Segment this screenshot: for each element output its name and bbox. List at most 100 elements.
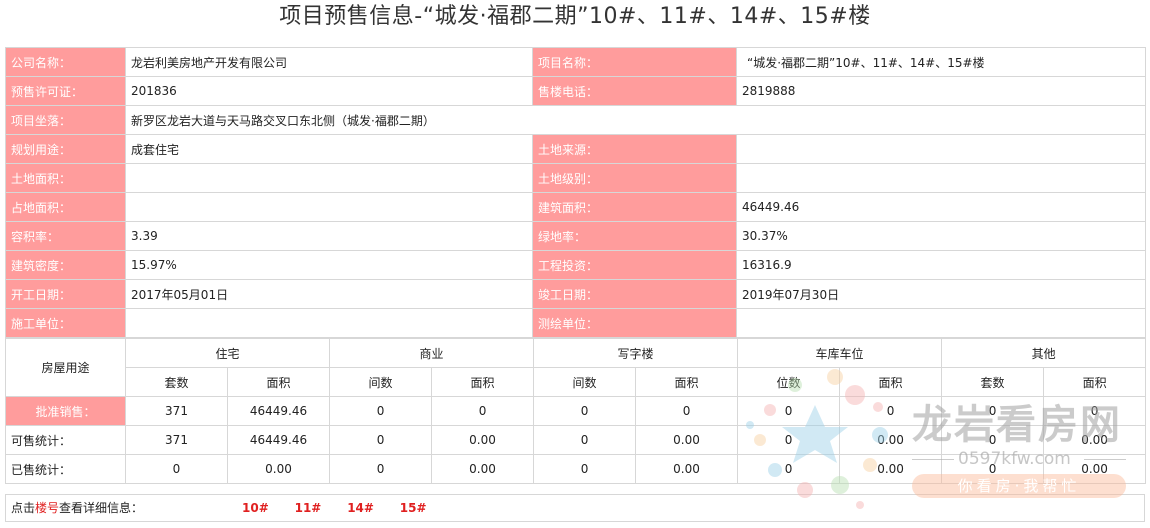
builder-value — [125, 308, 533, 338]
building-links: 10# 11# 14# 15# — [242, 495, 449, 521]
phone-label: 售楼电话： — [532, 76, 737, 106]
cell: 0 — [533, 425, 637, 455]
cell: 0 — [329, 425, 433, 455]
density-value: 15.97% — [125, 250, 533, 280]
subheader: 间数 — [329, 367, 433, 397]
occupied-area-value — [125, 192, 533, 222]
cell: 0.00 — [635, 454, 739, 484]
cell: 0.00 — [431, 454, 535, 484]
table-row: 已售统计： 0 0.00 0 0.00 0 0.00 0 0.00 0 0.00 — [5, 454, 1147, 484]
cell: 0.00 — [431, 425, 535, 455]
cell: 0.00 — [1043, 425, 1147, 455]
cell: 0 — [635, 396, 739, 426]
land-source-value — [736, 134, 1146, 164]
group-header-parking: 车库车位 — [737, 338, 943, 368]
start-date-label: 开工日期： — [5, 279, 126, 309]
project-label: 项目名称： — [532, 47, 737, 77]
project-info-table: 公司名称： 龙岩利美房地产开发有限公司 项目名称： “城发·福郡二期”10#、1… — [5, 47, 1146, 338]
land-level-value — [736, 163, 1146, 193]
permit-value: 201836 — [125, 76, 533, 106]
hint-prefix: 点击 — [11, 501, 36, 515]
subheader: 套数 — [125, 367, 228, 397]
subheader: 套数 — [941, 367, 1045, 397]
hint-highlight: 楼号 — [35, 501, 60, 515]
building-link-14[interactable]: 14# — [347, 501, 374, 515]
table-row: 容积率： 3.39 绿地率： 30.37% — [5, 221, 1146, 251]
use-value: 成套住宅 — [125, 134, 533, 164]
group-header-commercial: 商业 — [329, 338, 535, 368]
hint-suffix: 查看详细信息： — [59, 501, 144, 515]
table-row: 建筑密度： 15.97% 工程投资： 16316.9 — [5, 250, 1146, 280]
cell: 0 — [941, 454, 1045, 484]
table-row: 项目坐落： 新罗区龙岩大道与天马路交叉口东北侧（城发·福郡二期） — [5, 105, 1146, 135]
cell: 371 — [125, 425, 228, 455]
watermark-slogan: 你看房·我帮忙 — [912, 474, 1126, 498]
invest-value: 16316.9 — [736, 250, 1146, 280]
watermark-brand: 龙岩看房网 — [912, 402, 1122, 448]
green-label: 绿地率： — [532, 221, 737, 251]
cell: 46449.46 — [226, 425, 331, 455]
start-date-value: 2017年05月01日 — [125, 279, 533, 309]
invest-label: 工程投资： — [532, 250, 737, 280]
cell: 0 — [431, 396, 535, 426]
location-label: 项目坐落： — [5, 105, 126, 135]
table-row: 套数 面积 间数 面积 间数 面积 位数 面积 套数 面积 — [6, 367, 1147, 397]
subheader: 位数 — [737, 367, 841, 397]
company-label: 公司名称： — [5, 47, 126, 77]
land-area-label: 土地面积： — [5, 163, 126, 193]
building-link-11[interactable]: 11# — [294, 501, 322, 515]
location-value: 新罗区龙岩大道与天马路交叉口东北侧（城发·福郡二期） — [125, 105, 1146, 135]
approved-sales-label: 批准销售： — [5, 396, 126, 426]
far-value: 3.39 — [125, 221, 533, 251]
subheader: 面积 — [226, 367, 331, 397]
available-stats-label: 可售统计： — [5, 425, 126, 455]
use-label: 规划用途： — [5, 134, 126, 164]
subheader: 面积 — [635, 367, 739, 397]
cell: 0 — [533, 454, 637, 484]
green-value: 30.37% — [736, 221, 1146, 251]
cell: 0 — [737, 396, 841, 426]
cell: 0 — [533, 396, 637, 426]
building-link-10[interactable]: 10# — [242, 501, 269, 515]
subheader: 面积 — [431, 367, 535, 397]
builder-label: 施工单位： — [5, 308, 126, 338]
watermark-url: 0597kfw.com — [958, 449, 1071, 469]
table-row: 开工日期： 2017年05月01日 竣工日期： 2019年07月30日 — [5, 279, 1146, 309]
land-source-label: 土地来源： — [532, 134, 737, 164]
land-level-label: 土地级别： — [532, 163, 737, 193]
subheader: 面积 — [839, 367, 943, 397]
company-value: 龙岩利美房地产开发有限公司 — [125, 47, 533, 77]
finish-date-value: 2019年07月30日 — [736, 279, 1146, 309]
table-row: 房屋用途 住宅 商业 写字楼 车库车位 其他 — [5, 338, 1147, 397]
group-header-other: 其他 — [941, 338, 1147, 368]
permit-label: 预售许可证： — [5, 76, 126, 106]
density-label: 建筑密度： — [5, 250, 126, 280]
survey-label: 测绘单位： — [532, 308, 737, 338]
project-value: “城发·福郡二期”10#、11#、14#、15#楼 — [736, 47, 1146, 77]
cell: 0.00 — [226, 454, 331, 484]
cell: 0 — [329, 454, 433, 484]
table-row: 公司名称： 龙岩利美房地产开发有限公司 项目名称： “城发·福郡二期”10#、1… — [5, 47, 1146, 77]
group-header-office: 写字楼 — [533, 338, 739, 368]
table-row: 占地面积： 建筑面积： 46449.46 — [5, 192, 1146, 222]
table-row: 施工单位： 测绘单位： — [5, 308, 1146, 338]
sold-stats-label: 已售统计： — [5, 454, 126, 484]
build-area-label: 建筑面积： — [532, 192, 737, 222]
table-row: 预售许可证： 201836 售楼电话： 2819888 — [5, 76, 1146, 106]
cell: 0 — [1043, 396, 1147, 426]
build-area-value: 46449.46 — [736, 192, 1146, 222]
far-label: 容积率： — [5, 221, 126, 251]
occupied-area-label: 占地面积： — [5, 192, 126, 222]
table-row: 规划用途： 成套住宅 土地来源： — [5, 134, 1146, 164]
building-link-15[interactable]: 15# — [399, 501, 427, 515]
watermark-line-right — [1084, 459, 1126, 460]
survey-value — [736, 308, 1146, 338]
finish-date-label: 竣工日期： — [532, 279, 737, 309]
cell: 0 — [737, 425, 841, 455]
subheader: 面积 — [1043, 367, 1147, 397]
cell: 0 — [329, 396, 433, 426]
table-row: 批准销售： 371 46449.46 0 0 0 0 0 0 0 0 — [5, 396, 1147, 426]
cell: 0.00 — [839, 425, 943, 455]
cell: 0.00 — [635, 425, 739, 455]
cell: 0 — [737, 454, 841, 484]
